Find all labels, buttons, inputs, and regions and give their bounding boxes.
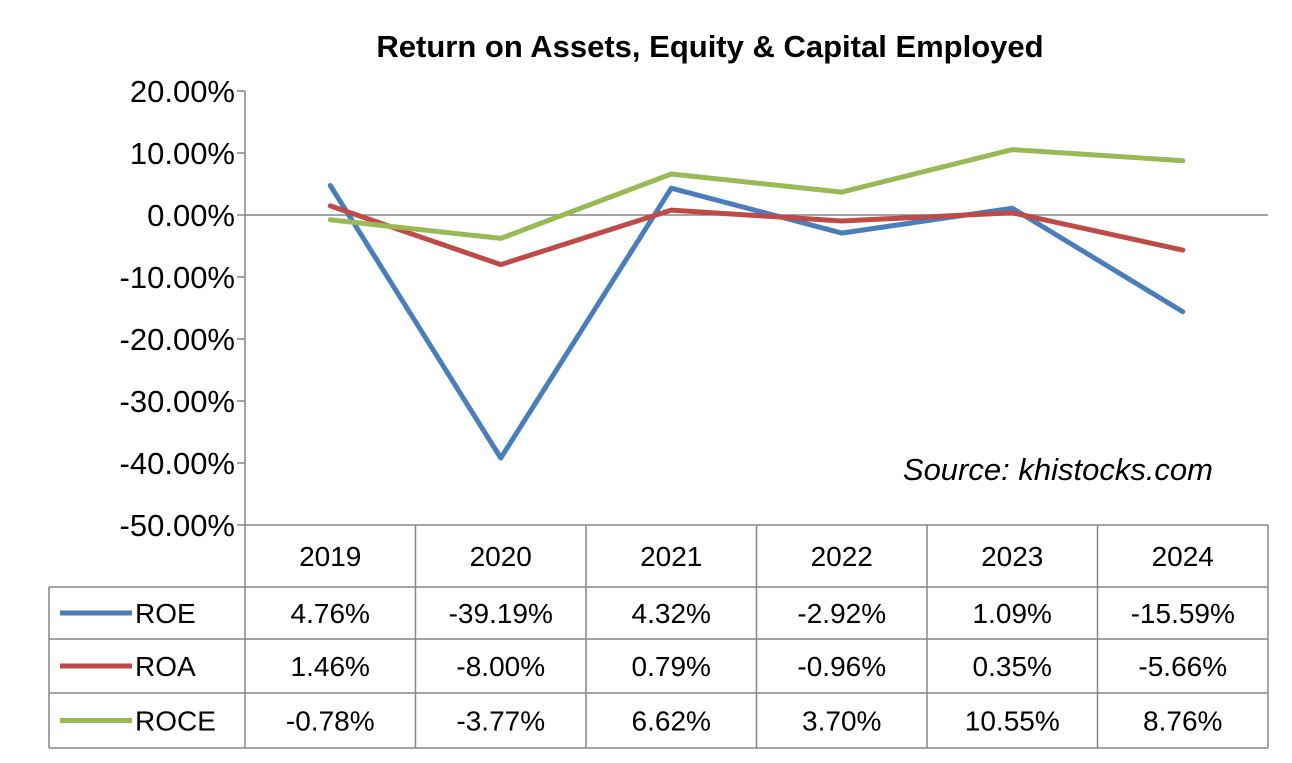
- data-label: 10.55%: [965, 706, 1060, 737]
- data-label: 3.70%: [802, 706, 881, 737]
- data-label: 8.76%: [1143, 706, 1222, 737]
- category-label: 2020: [470, 541, 532, 572]
- data-label: -2.92%: [797, 598, 886, 629]
- y-tick-label: -10.00%: [120, 260, 235, 295]
- y-tick-label: 0.00%: [147, 198, 235, 233]
- data-label: -3.77%: [456, 706, 545, 737]
- data-label: -5.66%: [1138, 651, 1227, 682]
- category-label: 2021: [640, 541, 702, 572]
- series-line-roe: [327, 183, 1186, 461]
- data-label: 1.46%: [291, 651, 370, 682]
- data-label: 4.76%: [291, 598, 370, 629]
- legend-label-roce: ROCE: [135, 706, 216, 737]
- series-line-roce: [327, 147, 1186, 241]
- category-label: 2022: [811, 541, 873, 572]
- source-annotation: Source: khistocks.com: [903, 452, 1213, 487]
- y-tick-label: 20.00%: [130, 74, 235, 109]
- legend-label-roa: ROA: [135, 651, 196, 682]
- legend-label-roe: ROE: [135, 598, 196, 629]
- data-label: 6.62%: [632, 706, 711, 737]
- data-label: 0.79%: [632, 651, 711, 682]
- data-label: -15.59%: [1131, 598, 1235, 629]
- y-tick-label: -50.00%: [120, 508, 235, 543]
- data-label: 0.35%: [973, 651, 1052, 682]
- axes: 20.00% 10.00% 0.00% -10.00% -20.00% -30.00% -4…: [120, 74, 1268, 748]
- y-tick-label: -30.00%: [120, 384, 235, 419]
- chart-title: Return on Assets, Equity & Capital Emplo…: [376, 29, 1043, 64]
- y-tick-label: -20.00%: [120, 322, 235, 357]
- data-label: -0.96%: [797, 651, 886, 682]
- y-tick-label: 10.00%: [130, 136, 235, 171]
- plot-lines: [327, 147, 1186, 461]
- data-label: -0.78%: [286, 706, 375, 737]
- category-label: 2023: [981, 541, 1043, 572]
- data-label: 4.32%: [632, 598, 711, 629]
- data-table: 2019 2020 2021 2022 2023 2024 ROE 4.76% -39.19% 4…: [48, 524, 1269, 749]
- data-label: 1.09%: [973, 598, 1052, 629]
- data-label: -8.00%: [456, 651, 545, 682]
- series-line-roa: [327, 203, 1186, 268]
- data-label: -39.19%: [449, 598, 553, 629]
- y-tick-label: -40.00%: [120, 446, 235, 481]
- category-label: 2019: [299, 541, 361, 572]
- category-label: 2024: [1152, 541, 1214, 572]
